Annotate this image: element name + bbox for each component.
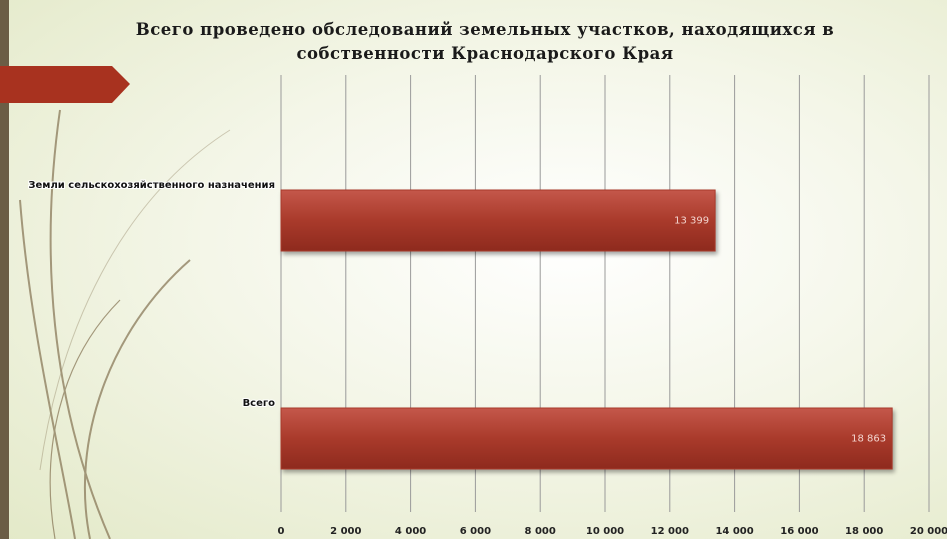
bar (280, 189, 716, 252)
x-tick-label: 14 000 (715, 526, 753, 537)
bar (280, 407, 893, 470)
decoration-curves (19, 109, 231, 539)
x-tick-label: 16 000 (780, 526, 818, 537)
x-tick-label: 18 000 (845, 526, 883, 537)
x-tick-label: 20 000 (910, 526, 947, 537)
chart-title: Всего проведено обследований земельных у… (135, 20, 835, 63)
side-stripe (0, 0, 9, 539)
x-tick-label: 0 (278, 526, 285, 537)
x-tick-label: 6 000 (460, 526, 491, 537)
arrow-decoration (0, 66, 130, 103)
x-tick-label: 8 000 (525, 526, 556, 537)
y-tick-label: Земли сельскохозяйственного назначения (28, 180, 275, 191)
x-tick-label: 4 000 (395, 526, 426, 537)
x-tick-label: 10 000 (586, 526, 624, 537)
value-label: 13 399 (674, 216, 709, 227)
x-tick-label: 12 000 (651, 526, 689, 537)
y-tick-label: Всего (243, 398, 276, 409)
x-tick-label: 2 000 (330, 526, 361, 537)
value-label: 18 863 (851, 434, 886, 445)
